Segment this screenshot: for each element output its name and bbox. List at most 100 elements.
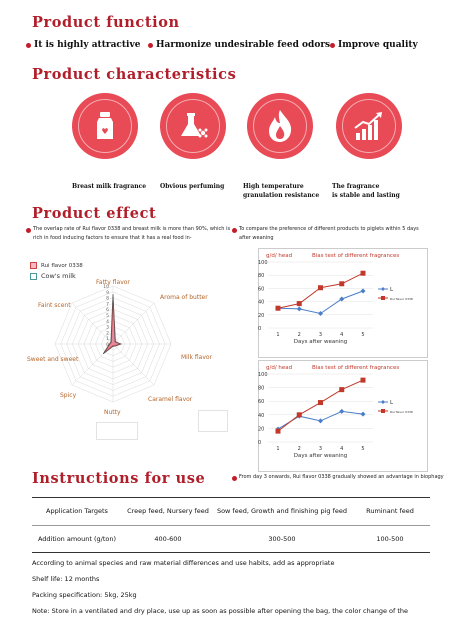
usage-table: Application Targets Creep feed, Nursery … [32,498,430,553]
note-line: Shelf life: 12 months [32,575,100,583]
chart-ylabel: g/d/ head [266,365,292,371]
section-title-characteristics: Product characteristics [32,66,237,83]
radar-legend-rui: Rui flavor 0338 [30,262,83,269]
y-tick-label: 60 [258,399,264,405]
characteristic-label: Obvious perfuming [160,183,225,190]
legend-label: L [390,400,394,406]
characteristic-icon-perfume [160,93,226,159]
y-tick-label: 100 [258,260,268,266]
line-chart-2-frame [258,360,428,472]
effect-left-text: The overlap rate of Rui flavor 0338 and … [33,226,231,241]
x-tick-label: 4 [340,446,343,452]
growth-chart-icon [354,112,382,140]
y-tick-label: 0 [258,440,261,446]
table-header-cell: Application Targets [46,507,108,516]
characteristic-label: High temperature granulation resistance [243,183,320,199]
y-tick-label: 0 [258,326,261,332]
bullet-icon [26,228,31,233]
x-tick-label: 1 [276,332,279,338]
legend-marker [381,296,385,300]
data-point [360,288,366,294]
function-item: It is highly attractive [26,40,140,50]
y-tick-label: 20 [258,426,264,432]
legend-label: Rui flavor 0338 [390,410,413,414]
flask-flower-icon [181,113,208,138]
legend-marker [381,409,385,413]
radar-axis-label: Caramel flavor [148,396,193,403]
blank-box [198,410,228,432]
note-line: According to animal species and raw mate… [32,559,335,567]
x-tick-label: 5 [361,332,364,338]
table-cell: 400-600 [154,534,182,543]
section-title-function: Product function [32,14,180,31]
line-chart-1-frame [258,248,428,358]
x-tick-label: 2 [298,446,301,452]
bullet-icon [148,42,153,48]
line-chart-1: g/d/ head Bias test of different fragranc… [258,253,413,345]
blank-box [96,422,138,440]
x-axis-label: Days after weaning [294,339,347,345]
x-tick-label: 3 [319,446,322,452]
function-item: Harmonize undesirable feed odors [148,40,330,50]
characteristic-icon-growth [336,93,402,159]
note-line: Note: Store in a ventilated and dry plac… [32,607,409,615]
chart-title: Bias test of different fragrances [312,365,399,371]
radar-axis-label: Aroma of butter [160,294,208,301]
y-tick-label: 80 [258,273,264,279]
table-top-rule [32,497,430,498]
y-tick-label: 60 [258,286,264,292]
section-title-effect: Product effect [32,205,157,222]
table-cell: 300-500 [268,534,296,543]
legend-marker [381,400,385,404]
characteristic-icon-flame [247,93,313,159]
table-row: Application Targets Creep feed, Nursery … [32,498,430,525]
data-point [296,301,302,307]
x-tick-label: 5 [361,446,364,452]
bullet-icon [330,42,335,48]
line-chart-2: g/d/ head Bias test of different fragranc… [258,365,413,459]
data-point [339,296,345,302]
flame-icon [269,110,292,142]
data-point [318,285,323,291]
x-tick-label: 2 [298,332,301,338]
chart-ylabel: g/d/ head [266,253,292,259]
y-tick-label: 80 [258,386,264,392]
svg-text:♥: ♥ [101,127,108,136]
radar-axis-label: Milk flavor [181,354,213,361]
table-cell: 100-500 [376,534,404,543]
function-item: Improve quality [330,40,418,50]
data-point [360,377,366,383]
y-tick-label: 100 [258,372,268,378]
table-header-cell: Sow feed, Growth and finishing pig feed [216,507,348,516]
radar-axis-label: Fatty flavor [96,279,130,286]
table-header-cell: Ruminant feed [366,507,414,516]
y-tick-label: 40 [258,300,264,306]
bullet-icon [232,476,237,481]
x-axis-label: Days after weaning [294,453,347,459]
radar-axis-label: Spicy [60,392,77,399]
y-tick-label: 20 [258,313,264,319]
data-point [275,305,281,311]
table-cell: Addition amount (g/ton) [37,534,117,543]
effect-right-text: To compare the preference of different p… [239,226,419,241]
x-tick-label: 3 [319,332,322,338]
data-point [296,412,302,418]
legend-label: L [390,287,394,293]
radar-axis-label: Nutty [104,409,121,416]
data-point [360,270,366,276]
table-header-cell: Creep feed, Nursery feed [127,507,209,516]
note-line: Packing specification: 5kg, 25kg [32,591,137,599]
characteristic-label: Breast milk fragrance [72,183,147,190]
series-line [277,290,364,315]
radar-axis-label: Sweet and sweet [27,356,79,363]
legend-swatch [30,272,37,280]
data-point [339,281,345,287]
y-tick-label: 40 [258,413,264,419]
milk-bottle-icon: ♥ [97,112,113,139]
data-point [318,310,323,316]
effect-bottom-text: From day 3 onwards, Rui flavor 0338 grad… [239,474,444,480]
data-point [339,387,345,393]
series-line [277,272,364,309]
chart-title: Bias test of different fragrances [312,253,399,259]
data-point [360,411,366,417]
